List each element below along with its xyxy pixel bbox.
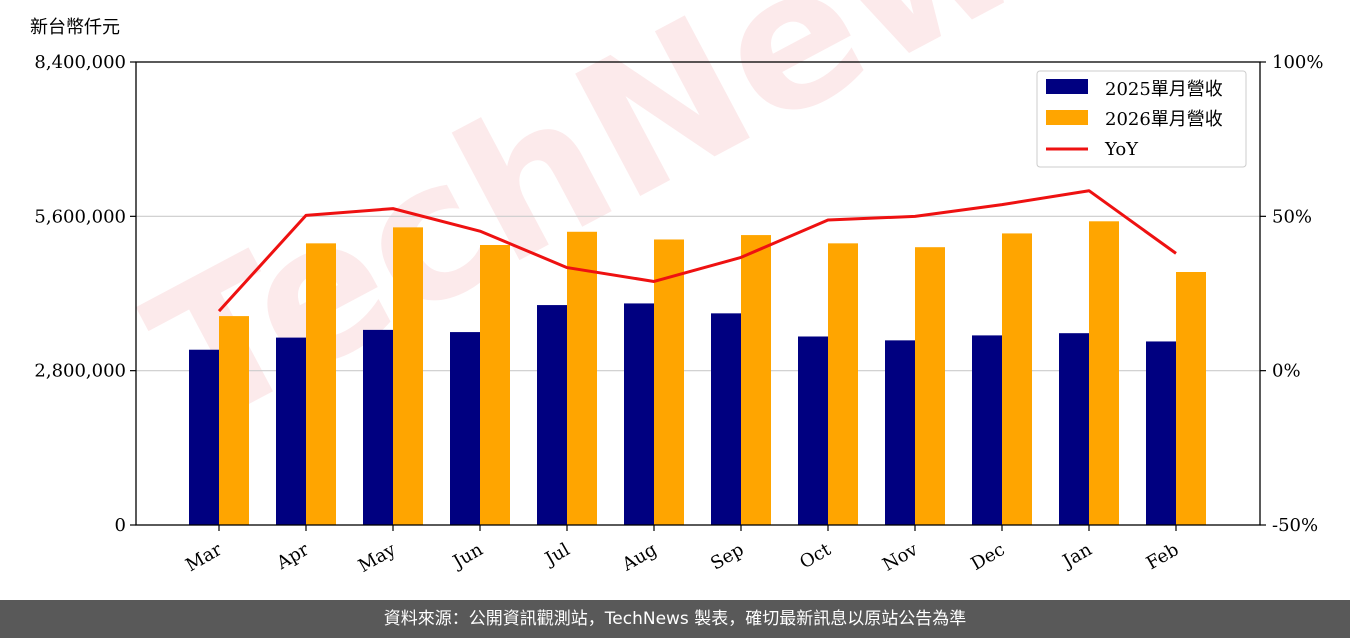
bar-2026-nov	[915, 247, 945, 525]
x-tick-label: Nov	[879, 539, 922, 576]
legend-label-2025: 2025單月營收	[1105, 79, 1223, 100]
bar-2025-jul	[537, 305, 567, 525]
x-tick-label: Apr	[272, 539, 312, 574]
bar-2025-sep	[711, 313, 741, 525]
right-tick-label: 0%	[1272, 361, 1301, 382]
bar-2026-feb	[1176, 272, 1206, 525]
legend-box	[1036, 70, 1247, 168]
right-tick-label: 50%	[1272, 206, 1312, 227]
left-axis: 0 2,800,000 5,600,000 8,400,000	[34, 52, 136, 536]
footer-source-note: 資料來源：公開資訊觀測站，TechNews 製表，確切最新訊息以原站公告為準	[0, 600, 1350, 638]
bar-2025-feb	[1146, 341, 1176, 525]
bar-2026-oct	[828, 243, 858, 525]
x-axis: Mar Apr May Jun Jul Aug Sep Oct Nov Dec Jan Feb	[182, 525, 1183, 577]
bar-2026-mar	[219, 316, 249, 525]
plot-frame	[135, 61, 1261, 526]
legend: 2025單月營收 2026單月營收 YoY	[1036, 70, 1247, 168]
bar-2026-may	[393, 227, 423, 525]
right-axis: -50% 0% 50% 100%	[1260, 52, 1323, 536]
legend-label-yoy: YoY	[1104, 139, 1139, 160]
bar-2026-jul	[567, 231, 597, 525]
x-tick-label: Jul	[540, 539, 574, 571]
left-tick-label: 8,400,000	[34, 52, 126, 73]
bar-2026-jun	[480, 244, 510, 525]
bar-2025-dec	[972, 335, 1002, 525]
x-tick-label: Sep	[707, 539, 747, 574]
x-tick-label: Feb	[1143, 539, 1183, 574]
left-tick-label: 0	[115, 515, 126, 536]
yoy-series-line	[217, 189, 1177, 313]
unit-label: 新台幣仟元	[30, 17, 120, 38]
legend-swatch-2026	[1046, 110, 1088, 125]
bar-2025-mar	[189, 349, 219, 525]
bar-2025-may	[363, 329, 393, 525]
right-tick-label: 100%	[1272, 52, 1323, 73]
left-tick-label: 5,600,000	[34, 206, 126, 227]
x-tick-label: Oct	[796, 539, 835, 574]
revenue-chart: TechNews 新台幣仟元 02,800,0005,600,0008,400,…	[30, 0, 1323, 577]
x-tick-label: Dec	[968, 539, 1009, 575]
x-tick-label: May	[355, 539, 400, 577]
bar-2026-sep	[741, 235, 771, 526]
legend-label-2026: 2026單月營收	[1105, 109, 1223, 130]
bar-2025-jan	[1059, 333, 1089, 525]
legend-swatch-2025	[1046, 79, 1088, 94]
bar-2026-apr	[306, 243, 336, 525]
right-tick-label: -50%	[1272, 515, 1318, 536]
bar-2025-apr	[276, 337, 306, 525]
yoy-line	[217, 189, 1177, 313]
x-tick-label: Jun	[448, 539, 487, 574]
bar-2026-dec	[1002, 233, 1032, 526]
bar-2025-oct	[798, 336, 828, 525]
x-tick-label: Jan	[1058, 539, 1096, 573]
x-tick-label: Aug	[618, 539, 661, 576]
bar-2025-aug	[624, 303, 654, 525]
bars	[189, 221, 1206, 526]
left-tick-label: 2,800,000	[34, 361, 126, 382]
bar-2026-aug	[654, 239, 684, 525]
bar-2025-nov	[885, 340, 915, 525]
x-tick-label: Mar	[182, 539, 226, 576]
bar-2025-jun	[450, 332, 480, 525]
bar-2026-jan	[1089, 221, 1119, 525]
